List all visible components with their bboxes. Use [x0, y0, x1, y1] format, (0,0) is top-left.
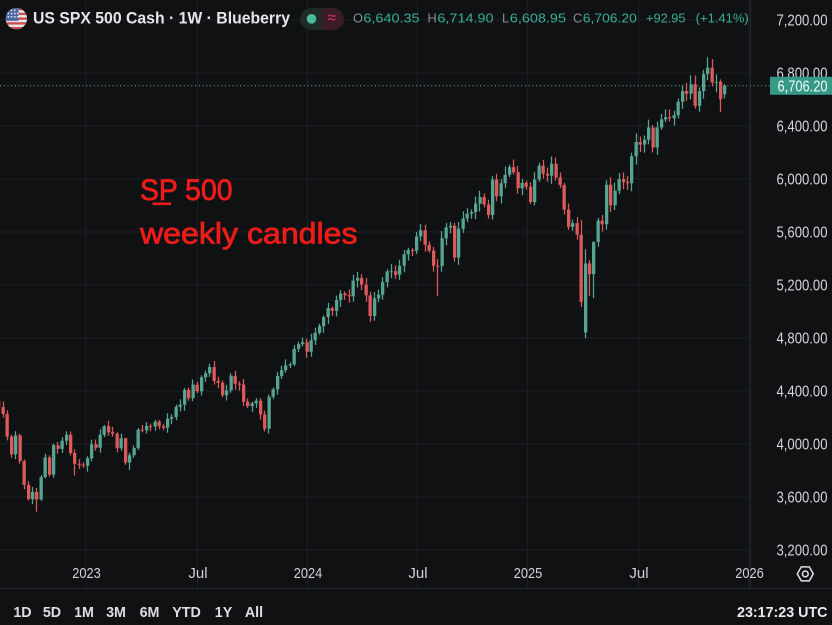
svg-text:2026: 2026 — [735, 565, 764, 582]
svg-text:All: All — [245, 605, 263, 621]
svg-text:O: O — [353, 11, 363, 26]
svg-text:3M: 3M — [106, 605, 126, 621]
svg-text:6,706.20: 6,706.20 — [778, 79, 828, 96]
svg-text:5,600.00: 5,600.00 — [777, 225, 828, 242]
svg-text:L: L — [502, 11, 509, 26]
svg-text:≈: ≈ — [328, 10, 336, 27]
svg-text:2025: 2025 — [514, 565, 543, 582]
svg-text:+92.95: +92.95 — [646, 11, 686, 26]
svg-text:3,200.00: 3,200.00 — [777, 543, 828, 560]
svg-text:6,640.35: 6,640.35 — [363, 11, 419, 26]
svg-text:(+1.41%): (+1.41%) — [696, 11, 749, 26]
svg-text:YTD: YTD — [172, 605, 201, 621]
svg-text:6,706.20: 6,706.20 — [583, 11, 637, 26]
svg-text:1Y: 1Y — [215, 605, 233, 621]
svg-text:2024: 2024 — [294, 565, 323, 582]
svg-text:6,000.00: 6,000.00 — [777, 172, 828, 189]
svg-text:23:17:23 UTC: 23:17:23 UTC — [737, 605, 828, 621]
svg-text:6M: 6M — [140, 605, 160, 621]
svg-text:7,200.00: 7,200.00 — [777, 13, 828, 30]
svg-text:3,600.00: 3,600.00 — [777, 490, 828, 507]
svg-text:6,714.90: 6,714.90 — [437, 11, 493, 26]
svg-text:US SPX 500 Cash · 1W · Blueber: US SPX 500 Cash · 1W · Blueberry — [33, 9, 291, 27]
svg-text:weekly candles: weekly candles — [139, 218, 358, 251]
svg-text:Jul: Jul — [629, 565, 648, 582]
svg-text:4,000.00: 4,000.00 — [777, 437, 828, 454]
svg-text:4,400.00: 4,400.00 — [777, 384, 828, 401]
svg-text:6,608.95: 6,608.95 — [510, 11, 566, 26]
svg-text:1D: 1D — [13, 605, 31, 621]
svg-text:Jul: Jul — [188, 565, 207, 582]
svg-text:4,800.00: 4,800.00 — [777, 331, 828, 348]
svg-text:H: H — [428, 11, 437, 26]
svg-text:1M: 1M — [74, 605, 94, 621]
svg-text:5,200.00: 5,200.00 — [777, 278, 828, 295]
svg-text:2023: 2023 — [72, 565, 101, 582]
svg-text:5D: 5D — [43, 605, 61, 621]
svg-text:Jul: Jul — [408, 565, 427, 582]
svg-text:SP 500: SP 500 — [140, 174, 233, 207]
svg-text:C: C — [573, 11, 582, 26]
svg-text:6,400.00: 6,400.00 — [777, 119, 828, 136]
